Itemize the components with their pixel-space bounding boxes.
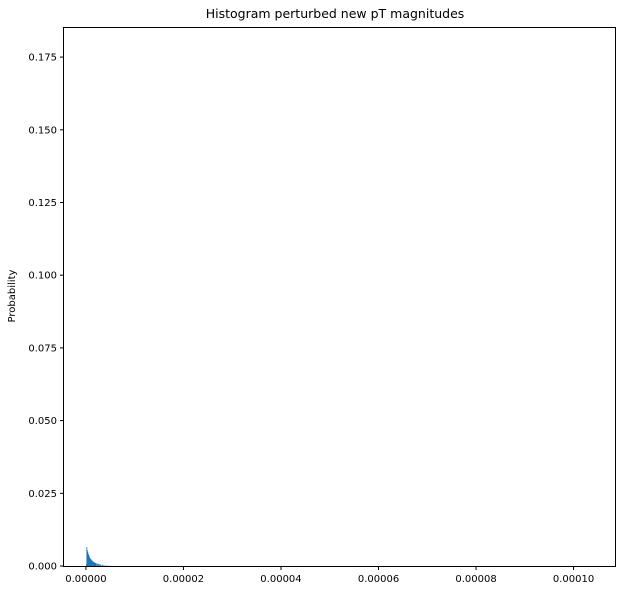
chart-title: Histogram perturbed new pT magnitudes [206,6,465,21]
histogram-bar [98,564,100,566]
y-tick-label: 0.050 [28,416,57,427]
histogram-bar [90,559,92,566]
histogram-bar [86,547,88,566]
histogram-bars [85,547,112,566]
histogram-bar [89,558,91,566]
y-tick-label: 0.100 [28,271,57,282]
x-tick-label: 0.00010 [553,574,594,585]
histogram-bar [97,563,99,566]
y-tick-label: 0.075 [28,343,57,354]
histogram-bar [94,562,96,566]
histogram-bar [99,564,101,566]
histogram-bar [91,560,93,566]
histogram-bar [95,563,97,566]
histogram-bar [103,565,105,566]
histogram-bar [94,562,96,566]
y-tick-label: 0.175 [28,53,57,64]
histogram-bar [92,561,94,566]
histogram-bar [100,564,102,566]
y-tick-label: 0.000 [28,562,57,573]
histogram-bar [102,564,103,566]
histogram-bar [93,561,95,566]
x-tick-label: 0.00000 [65,574,106,585]
histogram-bar [86,550,88,566]
histogram-bar [92,561,94,566]
x-tick-label: 0.00008 [455,574,496,585]
histogram-bar [89,557,91,566]
histogram-bar [95,563,97,566]
y-tick-label: 0.125 [28,198,57,209]
x-axis-ticks: 0.00000 0.00002 0.00004 0.00006 0.00008 0.000… [65,566,594,585]
histogram-bar [105,565,107,566]
histogram-bar [88,554,90,566]
plot-area-frame [63,27,616,567]
x-tick-label: 0.00002 [163,574,204,585]
histogram-bar [85,564,87,566]
histogram-bar [87,552,89,566]
histogram-bar [88,556,90,566]
x-tick-label: 0.00006 [358,574,399,585]
histogram-bar [93,562,95,566]
y-tick-label: 0.025 [28,489,57,500]
histogram-bar [91,560,93,566]
histogram-bar [96,563,98,566]
x-tick-label: 0.00004 [260,574,301,585]
histogram-bar [90,559,92,566]
histogram-bar [87,553,89,566]
histogram-bar [107,565,109,566]
y-tick-label: 0.150 [28,125,57,136]
y-axis-label: Probability [7,269,18,322]
